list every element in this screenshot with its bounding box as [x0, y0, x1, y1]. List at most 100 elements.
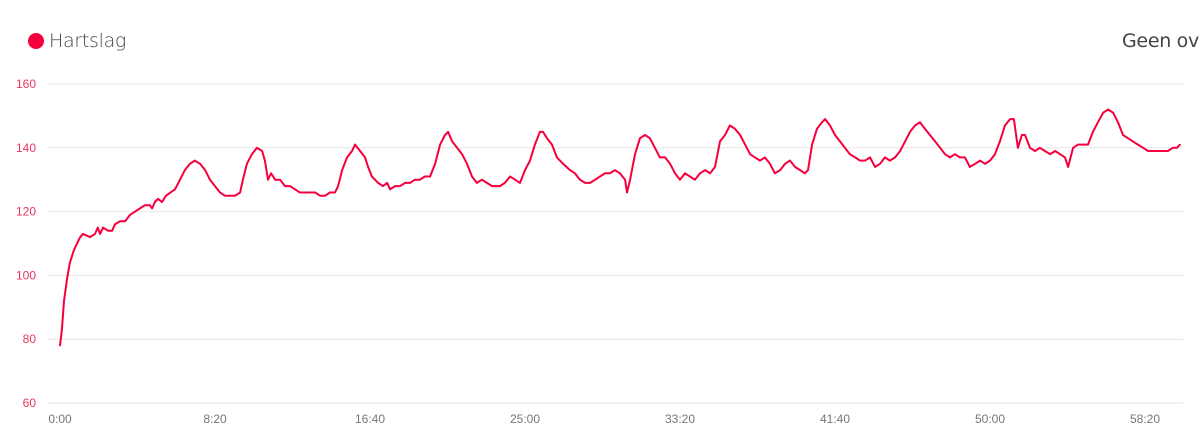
data-point: [134, 210, 136, 213]
data-point: [69, 261, 71, 264]
data-point: [229, 194, 231, 197]
legend-label: Hartslag: [49, 30, 127, 52]
data-point: [589, 182, 591, 184]
data-point: [689, 175, 691, 178]
data-point: [1024, 134, 1026, 136]
data-point: [834, 134, 836, 136]
data-point: [574, 172, 576, 175]
data-point: [954, 153, 956, 155]
data-point: [994, 153, 996, 155]
data-point: [914, 124, 916, 127]
data-point: [1117, 121, 1119, 124]
x-tick-label: 41:40: [820, 412, 850, 426]
data-point: [1142, 147, 1144, 149]
data-point: [256, 147, 258, 149]
data-point: [382, 185, 384, 187]
data-point: [1107, 108, 1109, 111]
data-point: [1132, 140, 1134, 143]
data-point: [909, 131, 911, 133]
data-point: [1172, 147, 1174, 149]
data-point: [234, 194, 236, 197]
data-point: [744, 143, 746, 146]
data-point: [1013, 118, 1015, 120]
data-point: [224, 194, 226, 197]
data-point: [959, 156, 961, 159]
data-point: [562, 162, 564, 165]
data-point: [429, 175, 431, 178]
data-point: [894, 156, 896, 159]
data-point: [1067, 166, 1069, 168]
y-tick-label: 120: [16, 205, 36, 219]
data-point: [329, 191, 331, 194]
data-point: [1137, 143, 1139, 146]
x-tick-label: 33:20: [665, 412, 695, 426]
data-point: [1017, 147, 1019, 149]
data-point: [864, 159, 866, 162]
data-point: [97, 226, 99, 229]
data-point: [714, 166, 716, 168]
data-point: [107, 229, 109, 232]
data-point: [424, 175, 426, 178]
data-point: [274, 178, 276, 181]
data-point: [729, 124, 731, 127]
data-point: [939, 147, 941, 149]
data-point: [989, 159, 991, 162]
data-point: [1054, 150, 1056, 152]
data-point: [219, 191, 221, 194]
data-point: [1102, 111, 1104, 114]
x-tick-label: 8:20: [203, 412, 227, 426]
data-point: [546, 137, 548, 140]
data-point: [807, 169, 809, 171]
data-point: [270, 172, 272, 175]
legend-item-hartslag[interactable]: Hartslag: [28, 30, 126, 52]
data-point: [199, 162, 201, 165]
data-point: [599, 175, 601, 178]
data-point: [904, 140, 906, 143]
data-point: [764, 156, 766, 159]
data-point: [61, 328, 63, 331]
data-point: [784, 162, 786, 165]
data-point: [451, 140, 453, 143]
data-point: [519, 182, 521, 184]
data-point: [267, 178, 269, 181]
data-point: [1021, 134, 1023, 136]
data-point: [974, 162, 976, 165]
data-point: [309, 191, 311, 194]
series-color-dot-icon: [28, 33, 44, 49]
data-point: [594, 178, 596, 181]
data-point: [371, 175, 373, 178]
x-tick-label: 0:00: [48, 412, 72, 426]
data-point: [1112, 111, 1114, 114]
y-tick-label: 80: [23, 332, 37, 346]
data-point: [654, 147, 656, 149]
data-point: [99, 233, 101, 235]
data-point: [491, 185, 493, 187]
data-point: [165, 194, 167, 197]
data-point: [514, 178, 516, 181]
data-point: [1122, 134, 1124, 136]
data-point: [754, 156, 756, 159]
x-tick-label: 58:20: [1130, 412, 1160, 426]
data-point: [456, 147, 458, 149]
data-point: [964, 156, 966, 159]
data-point: [529, 159, 531, 162]
data-point: [299, 191, 301, 194]
data-point: [399, 185, 401, 187]
data-point: [214, 185, 216, 187]
data-point: [539, 131, 541, 133]
data-point: [409, 182, 411, 184]
data-point: [367, 166, 369, 168]
data-point: [324, 194, 326, 197]
data-point: [66, 277, 68, 280]
overlay-toggle-label[interactable]: Geen over: [1122, 30, 1200, 52]
data-point: [551, 143, 553, 146]
data-point: [351, 150, 353, 152]
data-point: [614, 169, 616, 171]
data-point: [314, 191, 316, 194]
data-point: [1087, 143, 1089, 146]
data-point: [377, 182, 379, 184]
data-point: [1064, 156, 1066, 159]
data-point: [334, 191, 336, 194]
data-point: [684, 172, 686, 175]
data-point: [461, 153, 463, 155]
